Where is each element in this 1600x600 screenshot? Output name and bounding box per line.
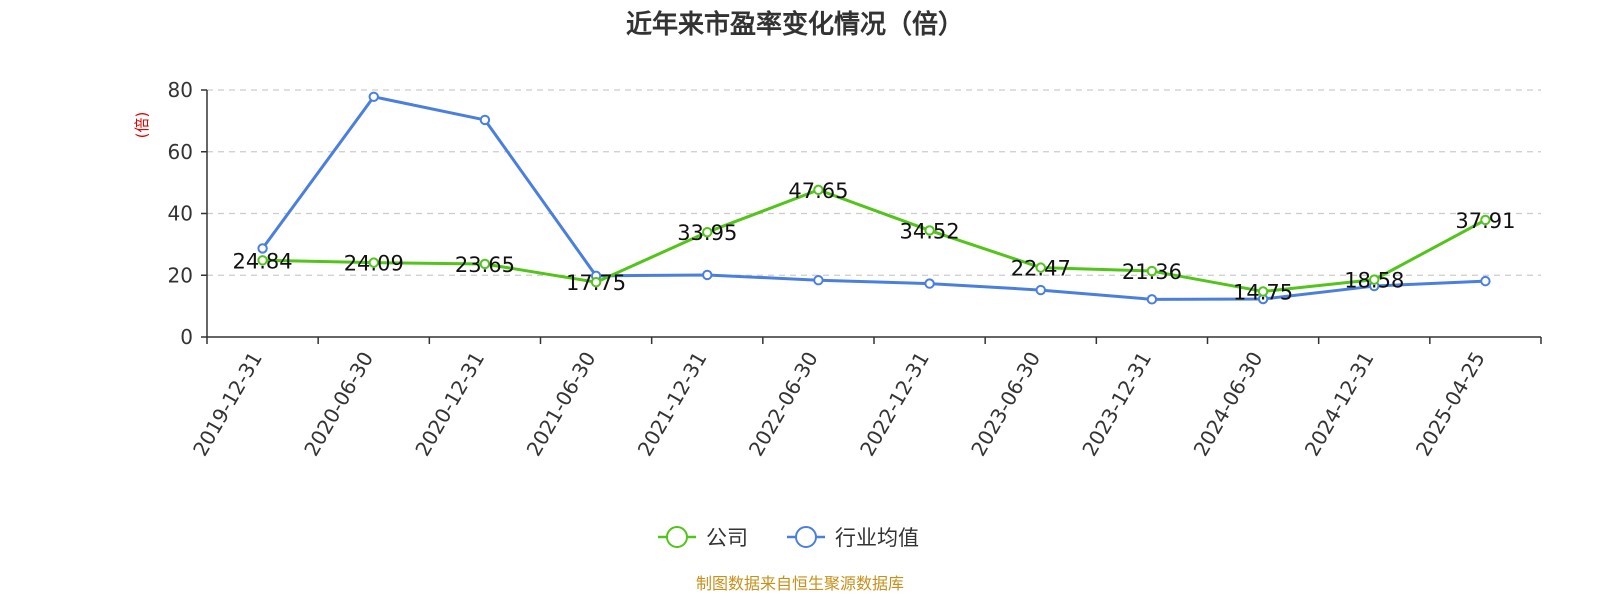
data-point[interactable] <box>479 114 491 126</box>
data-label: 24.84 <box>233 249 293 273</box>
data-point[interactable] <box>1146 294 1158 305</box>
x-tick-label: 2021-06-30 <box>522 348 601 461</box>
data-point[interactable] <box>1035 284 1046 296</box>
x-tick-label: 2021-12-31 <box>633 348 712 461</box>
legend-label: 行业均值 <box>835 526 919 550</box>
data-label: 34.52 <box>900 219 960 243</box>
x-tick-label: 2019-12-31 <box>188 348 267 461</box>
y-axis-label: (倍) <box>133 112 151 139</box>
data-point[interactable] <box>1035 262 1046 273</box>
data-label: 23.65 <box>455 253 515 277</box>
data-point[interactable] <box>1369 274 1380 285</box>
x-tick-label: 2022-06-30 <box>744 348 823 461</box>
data-point[interactable] <box>924 225 935 236</box>
x-tick-label: 2023-12-31 <box>1077 348 1156 461</box>
data-point[interactable] <box>702 269 713 281</box>
data-label: 22.47 <box>1011 257 1071 281</box>
data-point[interactable] <box>1257 286 1269 297</box>
x-tick-label: 2020-06-30 <box>299 348 378 461</box>
data-label: 14.75 <box>1233 280 1293 304</box>
y-tick-label: 60 <box>168 140 193 164</box>
data-point[interactable] <box>1480 275 1491 287</box>
data-label: 21.36 <box>1122 260 1182 284</box>
data-point[interactable] <box>368 91 379 102</box>
x-tick-label: 2024-06-30 <box>1189 348 1268 461</box>
data-label: 18.58 <box>1344 269 1404 293</box>
data-label: 47.65 <box>788 179 848 203</box>
legend-label: 公司 <box>706 526 748 550</box>
y-tick-label: 20 <box>168 263 193 287</box>
data-point[interactable] <box>924 278 935 289</box>
data-point[interactable] <box>813 274 824 286</box>
data-label: 37.91 <box>1455 209 1515 233</box>
legend-item-company[interactable]: 公司 <box>658 526 748 550</box>
legend[interactable]: 公司 行业均值 <box>658 526 919 550</box>
source-note: 制图数据来自恒生聚源数据库 <box>696 574 904 593</box>
legend-marker <box>666 526 688 548</box>
series-company <box>257 184 1491 297</box>
data-point[interactable] <box>702 226 713 238</box>
x-tick-label: 2020-12-31 <box>410 347 489 460</box>
data-labels: 24.84 24.09 23.65 17.75 33.95 47.65 34.52 22.47… <box>233 179 1516 305</box>
data-label: 33.95 <box>677 221 737 245</box>
y-tick-label: 0 <box>180 325 193 349</box>
data-point[interactable] <box>1146 265 1158 277</box>
data-label: 24.09 <box>344 252 404 276</box>
data-point[interactable] <box>813 184 824 196</box>
grid-lines <box>207 89 1541 276</box>
legend-item-industry-average[interactable]: 行业均值 <box>787 526 919 550</box>
series-line <box>261 95 1486 301</box>
x-tick-label: 2023-06-30 <box>966 348 1045 461</box>
data-label: 17.75 <box>566 271 626 295</box>
x-tick-label: 2024-12-31 <box>1300 348 1379 461</box>
legend-marker <box>795 526 817 548</box>
chart-title: 近年来市盈率变化情况（倍） <box>626 9 964 40</box>
y-tick-label: 40 <box>168 202 193 226</box>
x-tick-label: 2025-04-25 <box>1411 348 1490 461</box>
data-point[interactable] <box>257 255 268 266</box>
x-tick-label: 2022-12-31 <box>855 347 934 460</box>
data-point[interactable] <box>479 258 491 270</box>
data-point[interactable] <box>1480 214 1491 226</box>
data-point[interactable] <box>368 257 379 268</box>
series-industry-average <box>257 91 1491 305</box>
data-point[interactable] <box>257 243 268 254</box>
series-lines <box>257 91 1491 305</box>
y-tick-label: 80 <box>168 78 193 102</box>
data-point[interactable] <box>590 276 602 288</box>
series-line <box>262 188 1487 293</box>
